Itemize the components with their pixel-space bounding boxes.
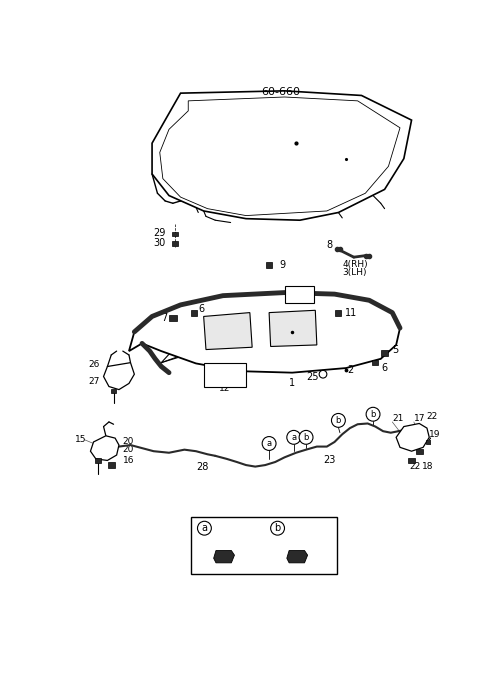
Bar xyxy=(108,462,115,468)
Text: 9: 9 xyxy=(279,260,285,270)
Text: a: a xyxy=(266,439,272,448)
Bar xyxy=(191,517,337,575)
Text: 12: 12 xyxy=(219,384,230,392)
Text: 30: 30 xyxy=(153,238,165,248)
Text: 18: 18 xyxy=(421,462,433,471)
Text: a: a xyxy=(202,523,207,533)
Circle shape xyxy=(281,98,288,105)
Text: 22: 22 xyxy=(409,462,420,471)
Text: b: b xyxy=(336,416,341,425)
Bar xyxy=(434,430,440,435)
Text: 10: 10 xyxy=(293,287,305,296)
Polygon shape xyxy=(104,362,134,390)
Circle shape xyxy=(366,407,380,421)
Bar xyxy=(204,362,246,388)
Bar xyxy=(285,286,314,303)
Circle shape xyxy=(271,522,285,535)
Text: 11: 11 xyxy=(345,307,357,318)
Bar xyxy=(191,309,197,316)
Bar xyxy=(408,458,415,463)
Circle shape xyxy=(299,430,313,444)
Polygon shape xyxy=(269,310,317,347)
Text: 22: 22 xyxy=(426,412,437,421)
Text: 17: 17 xyxy=(414,414,425,424)
Text: 26: 26 xyxy=(88,360,99,369)
Text: 19: 19 xyxy=(429,430,441,439)
Polygon shape xyxy=(90,436,119,460)
Bar xyxy=(266,262,272,268)
Bar xyxy=(111,389,116,393)
Circle shape xyxy=(319,371,327,378)
Polygon shape xyxy=(287,551,308,563)
Text: 13: 13 xyxy=(219,364,230,373)
Polygon shape xyxy=(152,91,411,220)
Text: 6: 6 xyxy=(198,304,204,313)
Bar xyxy=(172,241,178,245)
Polygon shape xyxy=(214,551,234,563)
Circle shape xyxy=(197,522,211,535)
Text: 5: 5 xyxy=(392,345,398,354)
Text: 7: 7 xyxy=(161,313,168,323)
Text: 21: 21 xyxy=(392,414,404,424)
Text: b: b xyxy=(303,433,309,442)
Text: 20: 20 xyxy=(123,437,134,447)
Bar xyxy=(95,458,101,463)
Text: 27: 27 xyxy=(88,377,99,386)
Text: 2: 2 xyxy=(348,365,354,375)
Bar xyxy=(169,315,177,321)
Bar xyxy=(426,440,432,444)
Text: a: a xyxy=(291,433,296,442)
Text: 28: 28 xyxy=(196,462,208,472)
Text: 25: 25 xyxy=(306,371,319,381)
Text: b: b xyxy=(275,523,281,533)
Text: 8: 8 xyxy=(327,240,333,250)
Bar xyxy=(416,449,423,454)
Polygon shape xyxy=(204,313,252,350)
Bar xyxy=(372,360,378,365)
Circle shape xyxy=(332,413,345,427)
Circle shape xyxy=(262,437,276,450)
Polygon shape xyxy=(129,292,400,373)
Text: 23: 23 xyxy=(323,456,336,465)
Text: 29: 29 xyxy=(153,228,165,237)
Text: 15: 15 xyxy=(75,435,86,444)
Text: 1: 1 xyxy=(289,379,295,388)
Text: b: b xyxy=(371,410,376,419)
Bar xyxy=(381,350,388,356)
Text: 6: 6 xyxy=(382,363,388,373)
Polygon shape xyxy=(396,424,429,452)
Text: 16: 16 xyxy=(123,456,134,465)
Text: 4(RH): 4(RH) xyxy=(342,260,368,269)
Text: 3(LH): 3(LH) xyxy=(342,268,367,277)
Bar xyxy=(172,232,178,237)
Circle shape xyxy=(287,430,300,444)
Text: 60-660: 60-660 xyxy=(261,86,300,97)
Bar xyxy=(336,309,341,316)
Text: 20: 20 xyxy=(123,445,134,454)
Text: 24: 24 xyxy=(287,523,301,533)
Text: 14: 14 xyxy=(214,523,228,533)
